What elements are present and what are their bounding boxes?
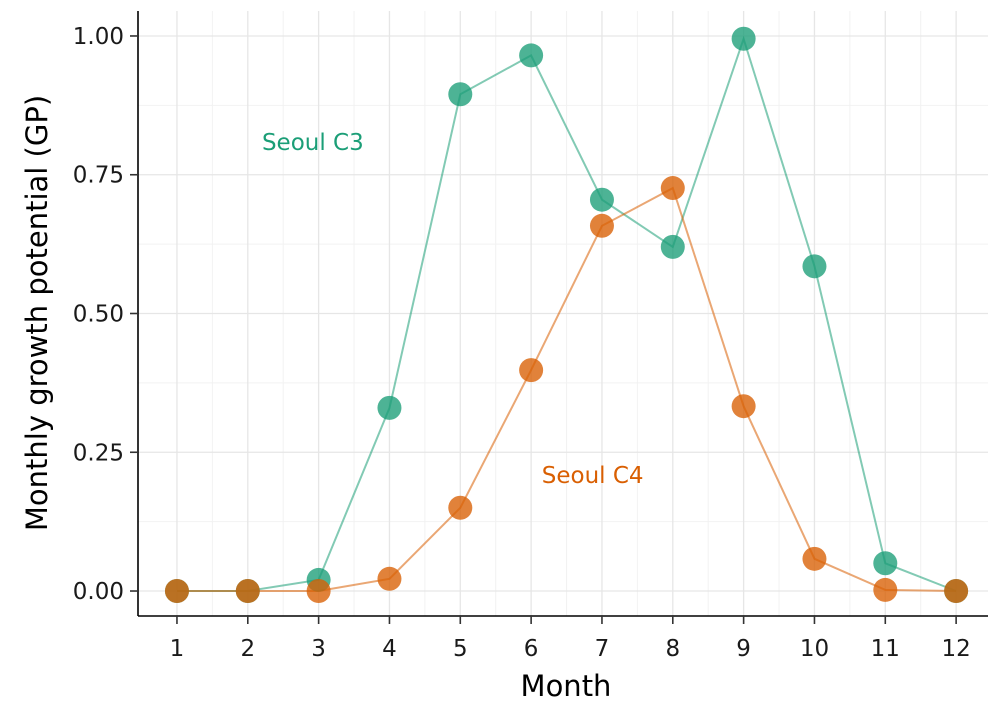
data-point-seoul-c4 — [873, 577, 898, 602]
data-point-seoul-c4 — [164, 579, 189, 604]
data-point-seoul-c4 — [235, 579, 260, 604]
data-point-seoul-c3 — [589, 187, 614, 212]
data-point-seoul-c4 — [802, 546, 827, 571]
data-point-seoul-c4 — [944, 579, 969, 604]
data-point-seoul-c4 — [448, 495, 473, 520]
data-point-seoul-c4 — [589, 213, 614, 238]
series-layer — [164, 26, 969, 604]
data-point-seoul-c3 — [873, 551, 898, 576]
data-point-seoul-c3 — [802, 254, 827, 279]
data-point-seoul-c3 — [660, 234, 685, 259]
x-tick-label: 10 — [800, 636, 829, 662]
x-axis-title: Month — [521, 669, 612, 701]
x-tick-label: 4 — [382, 636, 397, 662]
y-axis-title: Monthly growth potential (GP) — [20, 95, 54, 531]
y-tick-label: 1.00 — [73, 24, 124, 50]
data-point-seoul-c4 — [519, 358, 544, 383]
y-tick-label: 0.75 — [73, 163, 124, 189]
ticks: 0.000.250.500.751.001 2 3 4 5 6 7 8 9 10 11 12 — [73, 24, 971, 662]
series-label-seoul-c3: Seoul C3 — [262, 130, 364, 156]
x-tick-label: 7 — [595, 636, 610, 662]
x-tick-label: 1 — [170, 636, 185, 662]
data-point-seoul-c3 — [377, 395, 402, 420]
y-tick-label: 0.25 — [73, 440, 124, 466]
x-tick-label: 12 — [941, 636, 970, 662]
data-point-seoul-c4 — [731, 394, 756, 419]
x-tick-label: 6 — [524, 636, 539, 662]
x-tick-label: 9 — [736, 636, 751, 662]
grid — [138, 11, 988, 616]
x-tick-label: 5 — [453, 636, 468, 662]
data-point-seoul-c4 — [306, 579, 331, 604]
data-point-seoul-c3 — [731, 26, 756, 51]
data-point-seoul-c4 — [660, 176, 685, 201]
series-label-seoul-c4: Seoul C4 — [542, 463, 644, 489]
x-tick-label: 3 — [311, 636, 326, 662]
data-point-seoul-c3 — [448, 82, 473, 107]
data-point-seoul-c4 — [377, 566, 402, 591]
data-point-seoul-c3 — [519, 43, 544, 68]
y-tick-label: 0.50 — [73, 302, 124, 328]
x-tick-label: 8 — [665, 636, 680, 662]
x-tick-label: 2 — [240, 636, 255, 662]
y-tick-label: 0.00 — [73, 579, 124, 605]
x-tick-label: 11 — [871, 636, 900, 662]
